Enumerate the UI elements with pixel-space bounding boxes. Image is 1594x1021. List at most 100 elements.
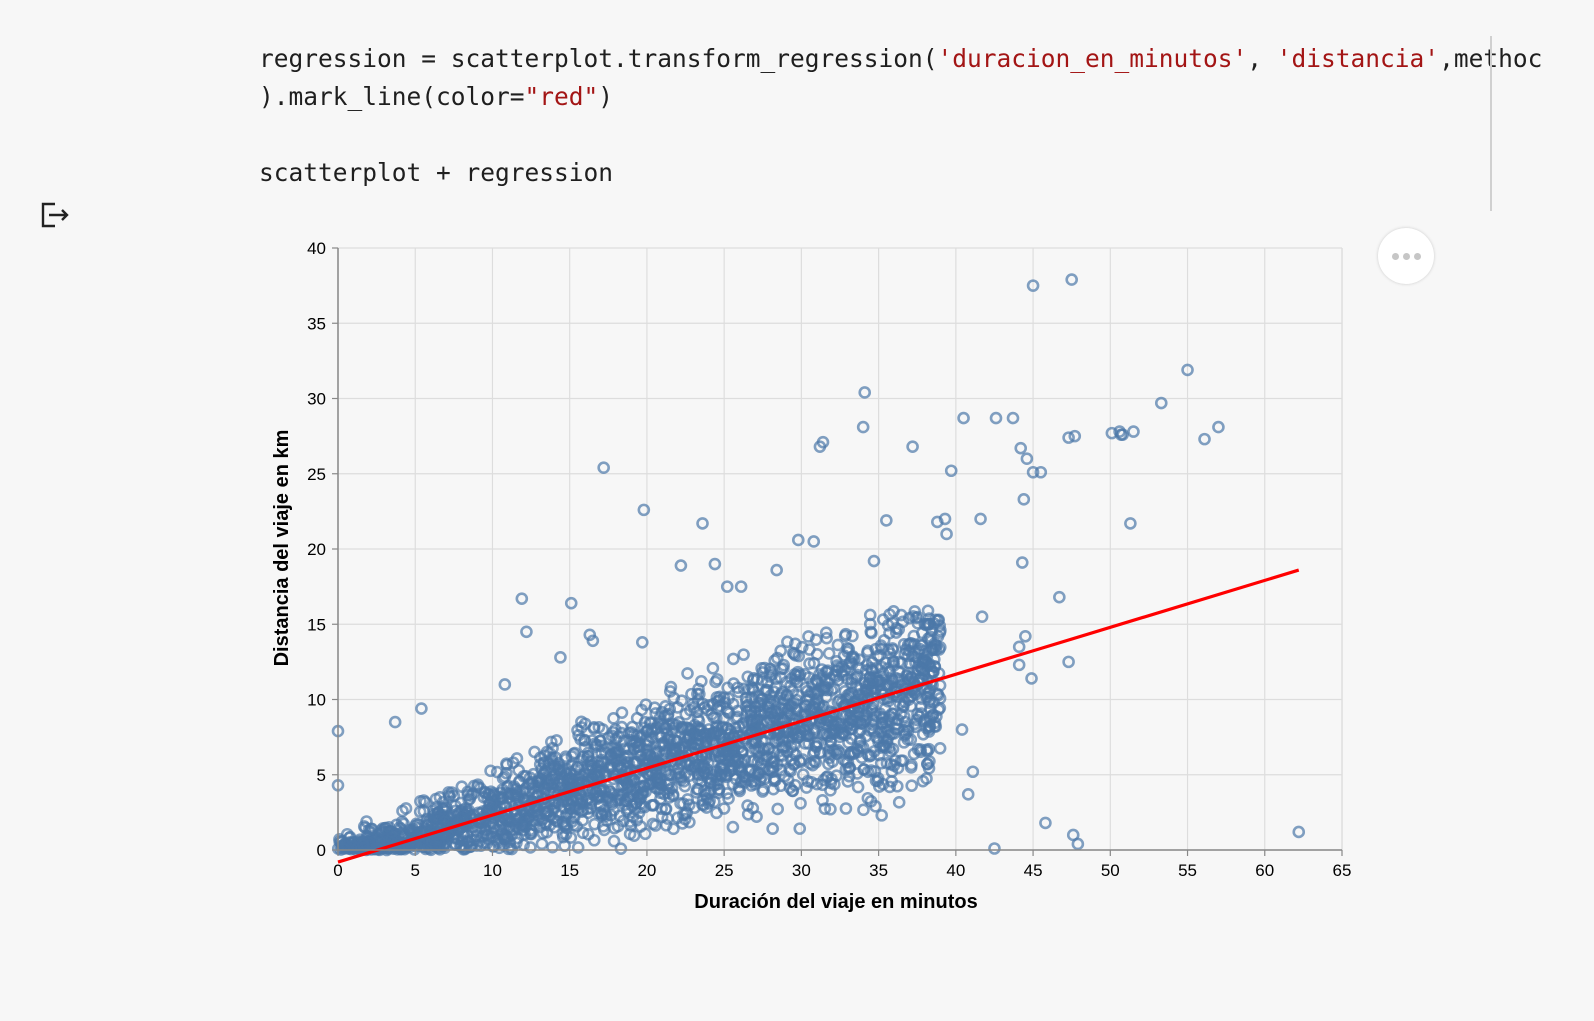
scatter-point [564, 596, 578, 610]
scatter-point [719, 768, 733, 782]
scatter-point [694, 761, 708, 775]
scatter-point [692, 682, 705, 696]
output-redirect-icon[interactable] [38, 198, 72, 232]
scatter-point [807, 535, 821, 548]
scatter-point [646, 731, 659, 744]
scatter-point [909, 611, 923, 625]
scatter-point [507, 789, 521, 802]
scatter-point [781, 635, 794, 649]
scatter-point [576, 814, 589, 827]
scatter-point [866, 656, 879, 669]
scatter-point [588, 737, 602, 751]
scatter-point [674, 559, 688, 572]
scatter-point [944, 464, 958, 478]
scatter-point [796, 753, 809, 766]
scatter-point [722, 728, 736, 741]
scatter-point [600, 793, 613, 807]
scatter-point [922, 742, 936, 756]
scatter-point [587, 833, 601, 847]
scatter-point [823, 740, 837, 753]
scatter-point [696, 517, 709, 530]
scatter-point [863, 617, 877, 631]
scatter-point [955, 723, 969, 736]
scatter-point [753, 767, 766, 781]
code-cell[interactable]: regression = scatterplot.transform_regre… [0, 0, 1594, 211]
more-actions-button[interactable] [1378, 228, 1434, 284]
scatter-point [756, 743, 769, 756]
points-layer [331, 273, 1306, 857]
scatter-point [784, 707, 797, 721]
scatter-point [611, 754, 625, 767]
scatter-point [571, 760, 585, 774]
scatter-point [710, 806, 723, 820]
scatter-point [699, 729, 712, 743]
y-tick-label: 5 [317, 766, 326, 785]
scatter-point [1006, 411, 1020, 425]
x-tick-label: 10 [483, 861, 502, 880]
scatter-point [741, 799, 754, 812]
scatter-point [478, 822, 492, 836]
scatter-point [1026, 465, 1040, 479]
scatter-point [658, 709, 672, 723]
scatter-point [666, 789, 680, 803]
scatter-point [841, 661, 855, 674]
scatter-point [783, 781, 797, 795]
scatter-point [865, 673, 879, 686]
scatter-point [876, 739, 890, 753]
scatter-point [692, 722, 706, 736]
more-actions-icon [1391, 252, 1399, 260]
scatter-point [786, 724, 799, 737]
scatter-point [752, 704, 766, 718]
scatter-point [528, 745, 541, 759]
code-editor[interactable]: regression = scatterplot.transform_regre… [259, 40, 1542, 192]
scatter-point [713, 699, 726, 713]
y-tick-label: 0 [317, 841, 326, 860]
scatter-point [745, 691, 758, 705]
scatter-point [848, 714, 862, 728]
scatter-point [813, 717, 826, 730]
scatter-point [415, 702, 428, 715]
scatter-point [850, 670, 864, 684]
scatter-point [496, 830, 510, 843]
scatter-point [833, 693, 846, 707]
x-tick-label: 65 [1333, 861, 1352, 880]
y-axis-label: Distancia del viaje en km [271, 430, 293, 667]
scatter-point [545, 735, 558, 749]
scatter-point [745, 754, 759, 768]
x-tick-label: 55 [1178, 861, 1197, 880]
scatter-point [539, 808, 552, 822]
scatter-point [683, 704, 697, 717]
scatter-point [595, 746, 608, 760]
code-line: regression = scatterplot.transform_regre… [259, 40, 1542, 78]
scatter-point [796, 768, 810, 781]
scatter-point [576, 826, 590, 840]
x-tick-label: 0 [333, 861, 342, 880]
scatter-point [554, 651, 567, 664]
scatter-point [590, 785, 603, 799]
scatter-point [693, 687, 706, 701]
scatter-point [612, 730, 625, 744]
scatter-point [1012, 658, 1026, 672]
scatter-point [1026, 279, 1040, 292]
scatter-point [769, 680, 783, 694]
scatter-point [578, 733, 591, 747]
scatter-point [621, 749, 635, 762]
scatter-point [1017, 493, 1031, 506]
scatter-point [775, 662, 788, 676]
code-line: ).mark_line(color="red") [259, 78, 1542, 116]
scatter-point [922, 696, 936, 710]
scatter-point [871, 774, 885, 788]
scatter-point [438, 811, 451, 824]
scatter-point [824, 802, 837, 816]
scatter-point [546, 798, 559, 811]
scatter-point [548, 760, 561, 773]
scatter-point [768, 654, 781, 667]
scatter-point [1025, 672, 1038, 685]
scatter-point [739, 700, 753, 713]
y-tick-label: 35 [307, 314, 326, 333]
scatter-point [710, 721, 724, 735]
scatter-point [599, 807, 612, 820]
x-tick-label: 15 [560, 861, 579, 880]
scatter-point [802, 689, 816, 702]
scatter-point [822, 647, 836, 660]
